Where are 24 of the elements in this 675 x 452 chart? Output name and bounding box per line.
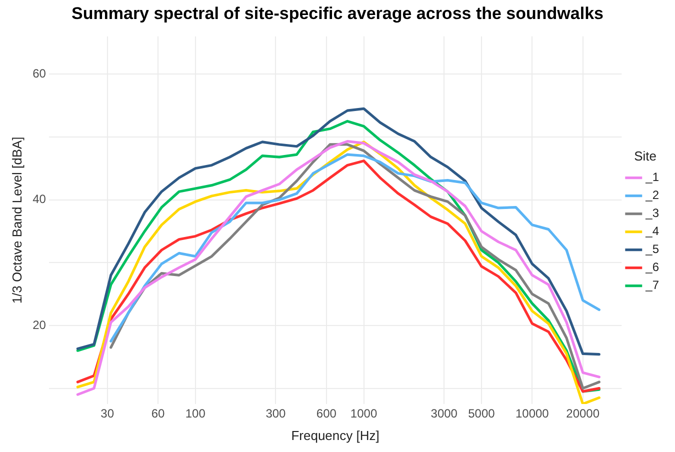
x-tick-label: 30 xyxy=(100,406,114,421)
y-axis-title: 1/3 Octave Band Level [dBA] xyxy=(9,136,24,304)
y-tick-label: 20 xyxy=(32,318,46,332)
x-tick-label: 20000 xyxy=(566,406,600,421)
y-tick-label: 40 xyxy=(32,192,46,206)
legend-label: _4 xyxy=(644,224,660,238)
legend-label: _5 xyxy=(644,242,660,256)
x-tick-label: 1000 xyxy=(350,406,378,421)
legend-label: _2 xyxy=(644,188,660,202)
x-tick-label: 100 xyxy=(185,406,206,421)
x-tick-label: 60 xyxy=(151,406,166,421)
legend-label: _1 xyxy=(644,170,660,184)
legend-label: _6 xyxy=(644,260,660,274)
x-tick-label: 5000 xyxy=(468,406,496,421)
x-tick-label: 3000 xyxy=(430,406,458,421)
x-axis-title: Frequency [Hz] xyxy=(291,428,380,443)
x-tick-label: 300 xyxy=(266,406,286,421)
chart-title: Summary spectral of site-specific average across the soundwalks xyxy=(72,4,604,23)
legend-title: Site xyxy=(634,148,657,164)
x-tick-label: 10000 xyxy=(515,406,550,421)
legend-label: _7 xyxy=(644,278,660,292)
x-tick-label: 600 xyxy=(316,406,337,421)
y-tick-label: 60 xyxy=(32,66,46,80)
legend-label: _3 xyxy=(644,206,660,220)
